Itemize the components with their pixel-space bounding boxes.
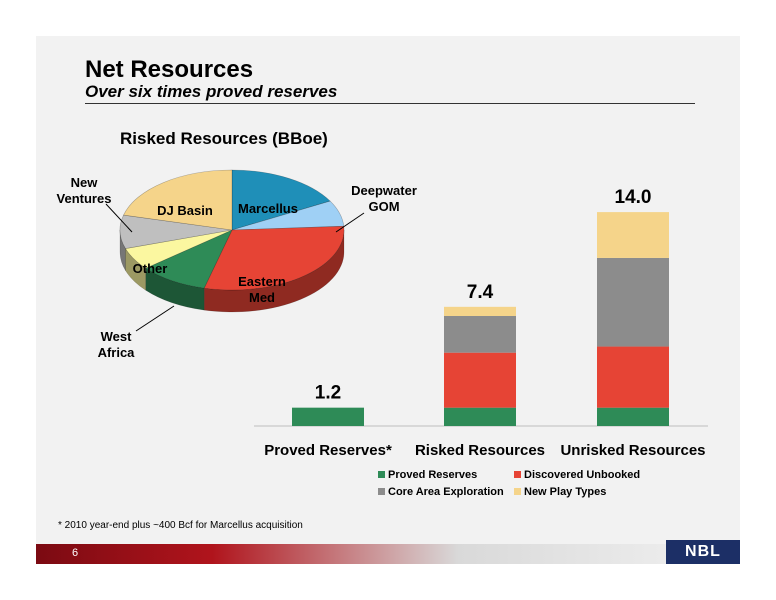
nbl-logo: NBL <box>666 540 740 564</box>
legend-swatch-new-play-types <box>514 488 521 495</box>
bar-unrisked-resources-core-area-exploration <box>597 257 669 347</box>
bar-risked-resources-new-play-types <box>444 306 516 316</box>
legend-swatch-core-area-exploration <box>378 488 385 495</box>
bar-total-label: 14.0 <box>615 187 652 208</box>
category-label-unrisked-resources: Unrisked Resources <box>560 442 705 459</box>
category-label-proved-reserves: Proved Reserves* <box>264 442 392 459</box>
pie-label-new-ventures: New Ventures <box>57 175 112 206</box>
stacked-bar-chart: 1.2 Proved Reserves* 7.4 Risked Resources 14… <box>254 187 708 459</box>
bar-unrisked-resources-discovered-unbooked <box>597 346 669 408</box>
pie-label-deepwater-gom: Deepwater GOM <box>351 183 417 214</box>
pie-slice-marcellus <box>231 169 331 231</box>
title-divider <box>85 103 695 104</box>
category-label-risked-resources: Risked Resources <box>415 442 545 459</box>
pie-slice-west-africa <box>145 229 233 289</box>
leader-line-deepwater-gom <box>335 212 365 233</box>
legend-swatch-discovered-unbooked <box>514 471 521 478</box>
leader-line-new-ventures <box>105 203 133 233</box>
bar-risked-resources-proved-reserves <box>444 407 516 426</box>
bar-unrisked-resources-new-play-types <box>597 212 669 258</box>
charts-canvas: Marcellus Deepwater GOM Eastern Med West Afric… <box>57 169 708 498</box>
pie-label-eastern-med: Eastern Med <box>238 274 286 305</box>
bar-proved-reserves-proved-reserves <box>292 407 364 426</box>
pie-chart-title: Risked Resources (BBoe) <box>120 129 328 148</box>
bar-risked-resources-core-area-exploration <box>444 316 516 353</box>
pie-slice-eastern-med <box>203 225 345 291</box>
bar-total-label: 1.2 <box>315 383 341 404</box>
leader-line-west-africa <box>135 305 175 332</box>
footer-bar <box>36 544 740 564</box>
legend-label-new-play-types: New Play Types <box>524 486 606 498</box>
legend-swatch-proved-reserves <box>378 471 385 478</box>
slide-title: Net Resources <box>85 56 254 83</box>
pie-label-dj-basin: DJ Basin <box>157 203 213 218</box>
page-number: 6 <box>72 547 79 559</box>
bar-total-label: 7.4 <box>467 282 494 303</box>
pie-slice-dj-basin <box>123 169 233 231</box>
pie-label-marcellus: Marcellus <box>238 201 298 216</box>
pie-chart: Marcellus Deepwater GOM Eastern Med West Afric… <box>57 169 417 360</box>
legend-label-proved-reserves: Proved Reserves <box>388 469 477 481</box>
legend-label-discovered-unbooked: Discovered Unbooked <box>524 469 640 481</box>
bar-risked-resources-discovered-unbooked <box>444 352 516 408</box>
slide: Net Resources Over six times proved rese… <box>36 36 740 564</box>
footnote: * 2010 year-end plus ~400 Bcf for Marcel… <box>58 520 303 531</box>
pie-label-west-africa: West Africa <box>98 329 136 360</box>
pie-slice-other <box>124 229 233 269</box>
bar-unrisked-resources-proved-reserves <box>597 407 669 426</box>
bar-legend: Proved Reserves Discovered Unbooked Core A… <box>378 469 640 498</box>
pie-label-other: Other <box>133 261 168 276</box>
legend-label-core-area-exploration: Core Area Exploration <box>388 486 504 498</box>
pie-slice-new-ventures <box>119 214 233 249</box>
slide-subtitle: Over six times proved reserves <box>85 82 338 101</box>
